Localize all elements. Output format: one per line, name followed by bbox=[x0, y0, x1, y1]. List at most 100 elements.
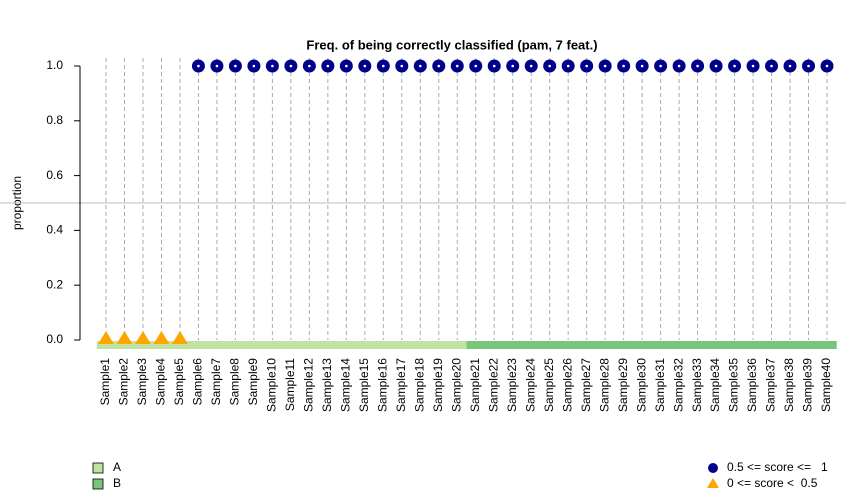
point-highlight bbox=[492, 64, 496, 68]
group-strip bbox=[281, 341, 301, 349]
point-highlight bbox=[252, 64, 256, 68]
x-tick-label: Sample21 bbox=[468, 358, 482, 412]
group-strip bbox=[263, 341, 283, 349]
x-tick-label: Sample35 bbox=[727, 358, 741, 412]
x-tick-label: Sample11 bbox=[283, 358, 297, 411]
point-highlight bbox=[197, 64, 200, 68]
group-strip bbox=[558, 341, 578, 349]
x-tick-label: Sample20 bbox=[449, 358, 463, 412]
point-highlight bbox=[437, 64, 441, 68]
group-strip bbox=[318, 341, 338, 349]
x-tick-label: Sample17 bbox=[394, 358, 408, 412]
group-strip bbox=[392, 341, 412, 349]
point-highlight bbox=[271, 64, 274, 68]
point-highlight bbox=[585, 64, 588, 68]
point-highlight bbox=[382, 64, 385, 68]
point-highlight bbox=[363, 64, 367, 68]
x-tick-label: Sample31 bbox=[653, 358, 667, 412]
x-tick-label: Sample32 bbox=[671, 358, 685, 412]
point-highlight bbox=[622, 64, 625, 68]
x-tick-label: Sample24 bbox=[523, 358, 537, 412]
point bbox=[98, 331, 114, 344]
group-strip bbox=[374, 341, 394, 349]
point-highlight bbox=[751, 64, 755, 68]
point-highlight bbox=[640, 64, 644, 68]
group-strip bbox=[669, 341, 689, 349]
x-tick-label: Sample5 bbox=[172, 358, 186, 406]
x-tick-label: Sample26 bbox=[560, 358, 574, 412]
x-tick-label: Sample18 bbox=[412, 358, 426, 412]
point-highlight bbox=[215, 64, 219, 68]
point-highlight bbox=[400, 64, 404, 68]
point-highlight bbox=[418, 64, 422, 68]
point bbox=[116, 331, 133, 344]
x-tick-label: Sample38 bbox=[782, 358, 796, 412]
point-highlight bbox=[511, 64, 515, 68]
group-strip bbox=[780, 341, 800, 349]
group-strip bbox=[133, 341, 153, 349]
point-highlight bbox=[825, 64, 829, 68]
group-strip bbox=[651, 341, 671, 349]
point-highlight bbox=[659, 64, 662, 68]
x-tick-label: Sample39 bbox=[801, 358, 815, 412]
x-tick-label: Sample14 bbox=[339, 358, 353, 412]
x-tick-label: Sample34 bbox=[708, 358, 722, 412]
x-tick-label: Sample10 bbox=[265, 358, 279, 412]
x-tick-label: Sample36 bbox=[745, 358, 759, 412]
x-tick-label: Sample30 bbox=[634, 358, 648, 412]
point-highlight bbox=[788, 64, 792, 68]
x-tick-label: Sample22 bbox=[486, 358, 500, 412]
group-strip bbox=[706, 341, 726, 349]
y-tick-label: 0.4 bbox=[46, 223, 63, 237]
x-tick-label: Sample9 bbox=[246, 358, 260, 406]
legend-label: B bbox=[113, 476, 121, 490]
point-highlight bbox=[474, 64, 478, 68]
group-strip bbox=[484, 341, 504, 349]
legend-label: A bbox=[113, 460, 121, 474]
legend-label: 0.5 <= score <= 1 bbox=[727, 460, 828, 474]
x-tick-label: Sample27 bbox=[579, 358, 593, 412]
y-tick-label: 1.0 bbox=[46, 58, 63, 72]
group-strip bbox=[244, 341, 264, 349]
point-highlight bbox=[677, 64, 681, 68]
x-tick-label: Sample16 bbox=[375, 358, 389, 412]
x-tick-label: Sample13 bbox=[320, 358, 334, 412]
group-strip bbox=[466, 341, 486, 349]
x-tick-label: Sample25 bbox=[542, 358, 556, 412]
point bbox=[134, 331, 151, 344]
point-highlight bbox=[548, 64, 551, 68]
legend-swatch bbox=[92, 462, 104, 474]
point-highlight bbox=[807, 64, 810, 68]
point-highlight bbox=[733, 64, 736, 68]
group-strip bbox=[96, 341, 116, 349]
x-tick-label: Sample1 bbox=[98, 358, 112, 406]
group-strip bbox=[762, 341, 782, 349]
group-strip bbox=[115, 341, 135, 349]
x-tick-label: Sample15 bbox=[357, 358, 371, 412]
group-strip bbox=[207, 341, 227, 349]
point-highlight bbox=[345, 64, 348, 68]
x-tick-label: Sample19 bbox=[431, 358, 445, 412]
group-strip bbox=[688, 341, 708, 349]
point-highlight bbox=[529, 64, 533, 68]
x-tick-label: Sample4 bbox=[154, 358, 168, 406]
y-tick-label: 0.2 bbox=[46, 277, 63, 291]
point-highlight bbox=[308, 64, 311, 68]
x-tick-label: Sample23 bbox=[505, 358, 519, 412]
group-strip bbox=[540, 341, 560, 349]
group-strip bbox=[429, 341, 449, 349]
point-highlight bbox=[603, 64, 607, 68]
group-strip bbox=[170, 341, 190, 349]
point-highlight bbox=[696, 64, 699, 68]
group-strip bbox=[725, 341, 745, 349]
x-tick-label: Sample2 bbox=[117, 358, 131, 406]
legend-marker bbox=[707, 478, 719, 488]
group-strip bbox=[595, 341, 615, 349]
y-tick-label: 0.8 bbox=[46, 113, 63, 127]
point bbox=[153, 331, 170, 344]
group-strip bbox=[614, 341, 634, 349]
group-strip bbox=[189, 341, 209, 349]
group-strip bbox=[817, 341, 837, 349]
point-highlight bbox=[455, 64, 459, 68]
group-strip bbox=[503, 341, 523, 349]
